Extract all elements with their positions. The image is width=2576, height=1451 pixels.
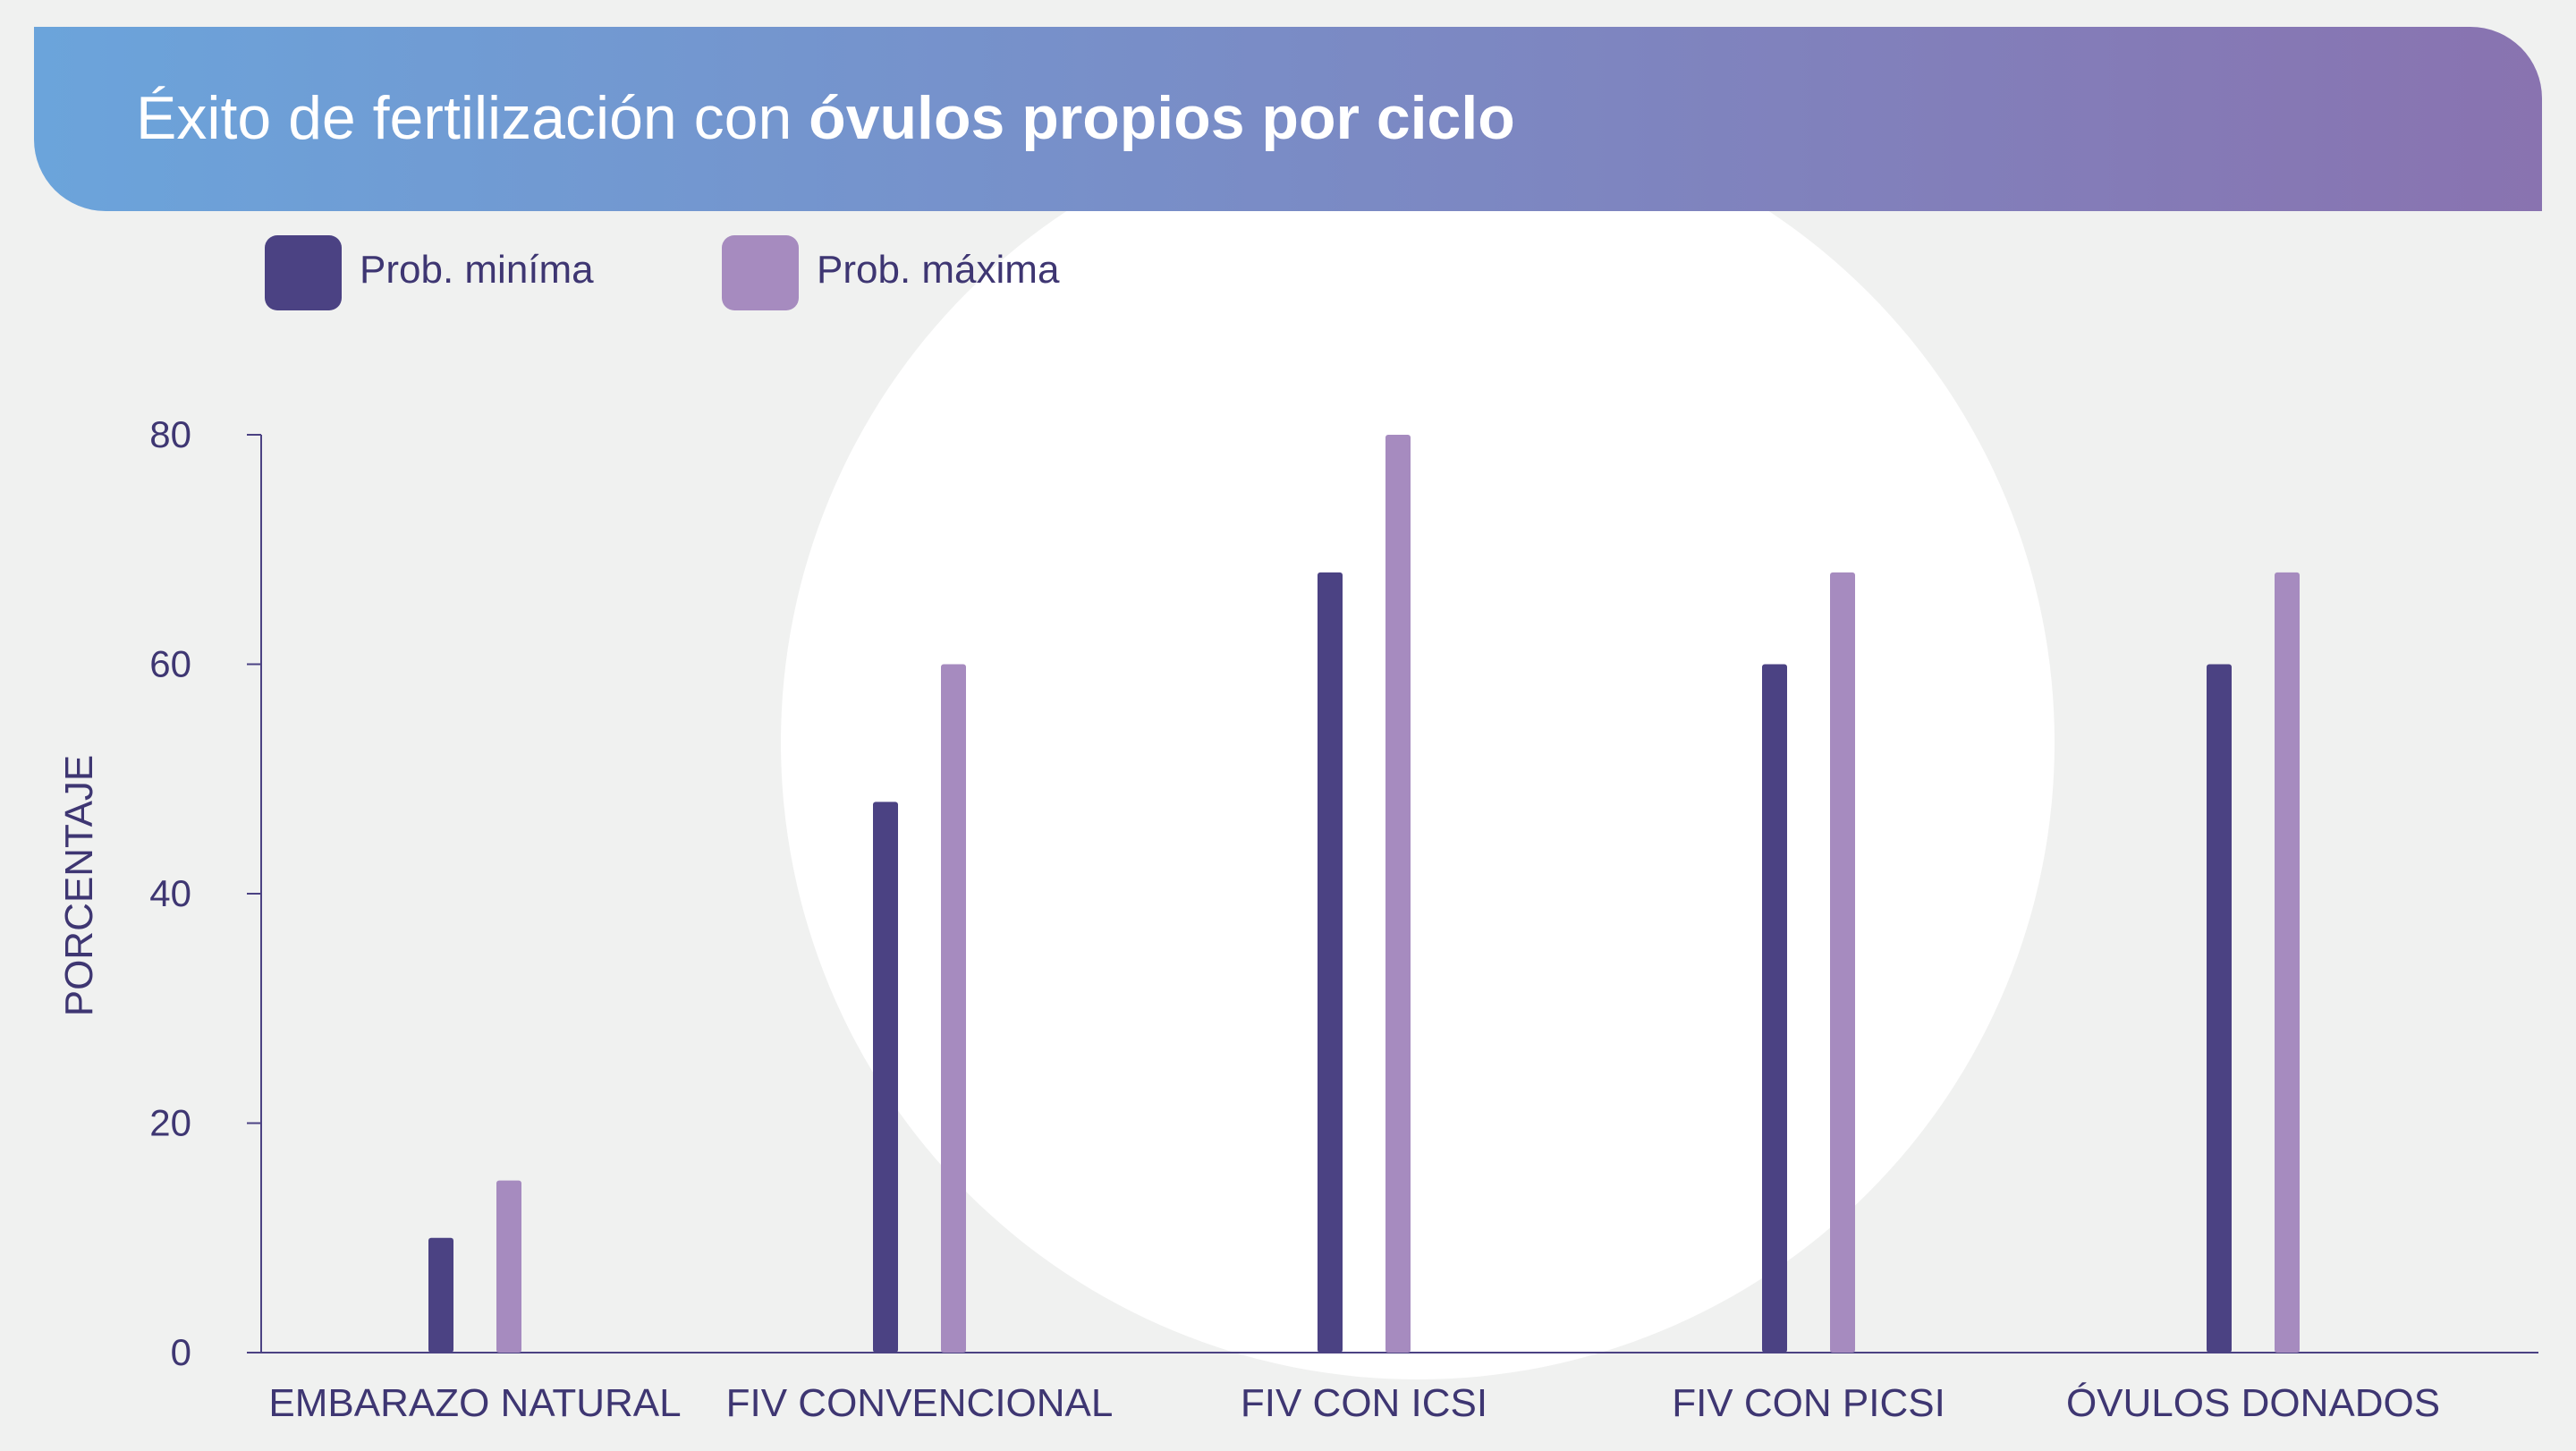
y-tick-label: 40	[149, 872, 191, 914]
chart-title-regular: Éxito de fertilización con	[136, 84, 809, 152]
chart-title: Éxito de fertilización con óvulos propio…	[136, 84, 1515, 152]
pregnant-woman-silhouette	[781, 106, 2055, 1379]
plot-area: 0 20 40 60 80 EMBARAZO NATURAL FIV CONVENCIONA…	[149, 413, 2538, 1425]
bar-max	[496, 1180, 521, 1353]
legend: Prob. miníma Prob. máxima	[265, 235, 1060, 310]
x-tick-label: FIV CON PICSI	[1672, 1381, 1945, 1425]
legend-swatch-max	[722, 235, 799, 310]
bar-max	[941, 664, 966, 1353]
legend-item-max: Prob. máxima	[722, 235, 1060, 310]
legend-label-max: Prob. máxima	[817, 248, 1060, 292]
x-tick-label: FIV CON ICSI	[1241, 1381, 1487, 1425]
bar-min	[428, 1237, 453, 1353]
bar-max	[1385, 435, 1411, 1353]
legend-swatch-min	[265, 235, 342, 310]
bar-max	[2275, 572, 2300, 1353]
bar-max	[1830, 572, 1855, 1353]
legend-label-min: Prob. miníma	[360, 248, 594, 292]
x-tick-label: EMBARAZO NATURAL	[268, 1381, 681, 1425]
chart-title-bold: óvulos propios por ciclo	[809, 84, 1515, 152]
x-tick-label: FIV CONVENCIONAL	[726, 1381, 1114, 1425]
bar-min	[1762, 664, 1787, 1353]
y-axis-label: PORCENTAJE	[57, 755, 101, 1017]
legend-item-min: Prob. miníma	[265, 235, 594, 310]
y-tick-label: 60	[149, 643, 191, 685]
bar-min	[1318, 572, 1343, 1353]
bar-min	[2207, 664, 2232, 1353]
title-banner-background	[34, 27, 2542, 211]
y-tick-label: 0	[171, 1331, 191, 1373]
y-tick-label: 80	[149, 413, 191, 455]
bar-min	[873, 802, 898, 1353]
y-tick-label: 20	[149, 1102, 191, 1144]
x-tick-label: ÓVULOS DONADOS	[2066, 1381, 2440, 1425]
title-banner: Éxito de fertilización con óvulos propio…	[34, 27, 2542, 211]
